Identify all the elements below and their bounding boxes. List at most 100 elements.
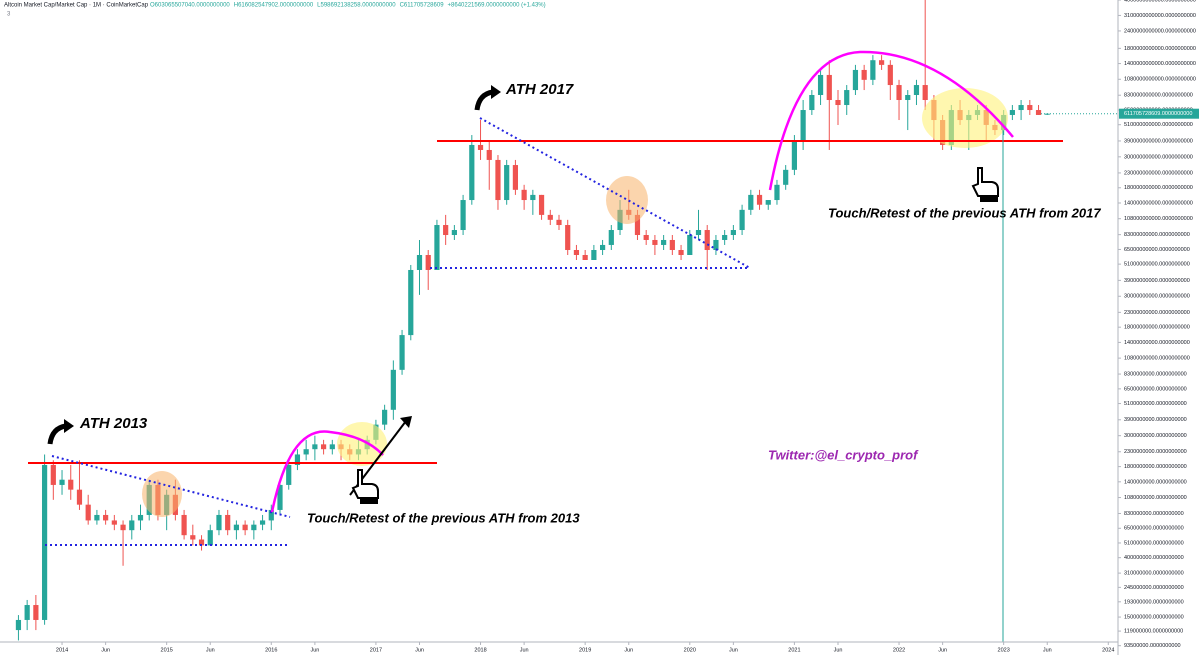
candle-body (783, 169, 789, 185)
candle-body (24, 605, 30, 620)
x-tick-label: 2021 (788, 647, 800, 653)
candle-body (129, 520, 135, 531)
y-tick-label: 6500000000.0000000000 (1124, 386, 1187, 392)
x-tick-label: 2024 (1102, 647, 1114, 653)
ohlc-value: C611705728609 (400, 3, 445, 9)
arrow-head (400, 416, 412, 428)
y-tick-label: 5100000000.0000000000 (1124, 401, 1187, 407)
annotation: ATH 2017 (505, 81, 574, 98)
y-tick-label: 93500000.0000000000 (1124, 643, 1181, 649)
candle-body (591, 250, 597, 261)
candle-body (852, 69, 859, 91)
candle-body (835, 100, 841, 106)
arrow-head (64, 419, 74, 433)
curved-arrow (474, 89, 494, 111)
candle-body (120, 524, 126, 531)
candle-body (33, 605, 39, 620)
y-tick-label: 510000000000.0000000000 (1124, 122, 1193, 128)
axes: 4000000000000.0000000000 3100000000000.00… (56, 0, 1199, 653)
x-tick-label: Jun (624, 647, 633, 653)
time-axis (0, 642, 1118, 655)
annotation: ATH 2013 (79, 415, 148, 432)
candle-body (68, 479, 74, 490)
y-tick-label: 180000000000.0000000000 (1124, 185, 1193, 191)
y-tick-label: 10800000000.0000000000 (1124, 356, 1190, 362)
x-tick-label: 2022 (893, 647, 905, 653)
candle-body (800, 110, 806, 141)
candle-body (443, 225, 449, 236)
candle-body (329, 444, 335, 450)
x-tick-label: Jun (834, 647, 843, 653)
y-tick-label: 1800000000000.0000000000 (1124, 46, 1196, 52)
y-tick-label: 3100000000000.0000000000 (1124, 13, 1196, 19)
candle-body (878, 60, 885, 65)
arc (270, 430, 384, 513)
candle-body (85, 504, 91, 521)
x-tick-label: Jun (938, 647, 947, 653)
y-tick-label: 4000000000000.0000000000 (1124, 0, 1196, 3)
annotation: Twitter:@el_crypto_prof (768, 447, 919, 462)
candle-body (259, 520, 266, 525)
candle-body (538, 194, 545, 215)
candle-body (565, 225, 571, 251)
candle-body (50, 464, 56, 485)
y-tick-label: 1080000000000.0000000000 (1124, 77, 1196, 83)
y-tick-label: 1080000000.0000000000 (1124, 495, 1187, 501)
candle-body (765, 200, 771, 205)
highlight-circle (142, 471, 182, 517)
candle-body (320, 444, 327, 450)
y-tick-label: 830000000000.0000000000 (1124, 93, 1193, 99)
x-tick-label: 2017 (370, 647, 382, 653)
x-tick-label: 2019 (579, 647, 591, 653)
candle-body (59, 479, 65, 485)
sub-label: 3 (7, 12, 11, 18)
candle-body (791, 140, 798, 170)
candle-body (774, 184, 780, 201)
last-price-tag (1119, 108, 1199, 119)
candle-body (495, 159, 501, 201)
x-tick-label: Jun (310, 647, 319, 653)
y-tick-label: 140000000000.0000000000 (1124, 200, 1193, 206)
candle-body (704, 230, 710, 251)
trend-line (51, 455, 291, 518)
candle-body (730, 230, 736, 236)
candle-body (190, 535, 196, 540)
trend-line (479, 117, 751, 269)
candle-body (103, 514, 109, 521)
candle-body (599, 244, 606, 251)
candle-body (530, 194, 536, 201)
candle-body (425, 255, 431, 270)
candle-body (887, 64, 893, 86)
candle-body (477, 144, 484, 150)
curved-arrow (47, 423, 67, 445)
candle-body (687, 235, 693, 256)
candle-body (382, 409, 388, 425)
candle-body (242, 524, 248, 531)
highlight-circle (922, 88, 1008, 148)
candle-body (817, 74, 824, 96)
y-tick-label: 30000000000.0000000000 (1124, 294, 1190, 300)
candle-body (15, 619, 22, 631)
y-tick-label: 108000000000.0000000000 (1124, 216, 1193, 222)
x-tick-label: Jun (520, 647, 529, 653)
x-tick-label: Jun (729, 647, 738, 653)
y-tick-label: 39000000000.0000000000 (1124, 278, 1190, 284)
x-tick-label: 2020 (684, 647, 696, 653)
candle-body (277, 484, 283, 510)
candle-body (748, 194, 754, 210)
candle-body (225, 514, 231, 531)
candle-body (486, 149, 492, 160)
arrow-head (491, 85, 501, 99)
candle-body (1018, 105, 1024, 111)
candle-body (251, 524, 257, 531)
candle-body (652, 239, 658, 245)
candle-body (504, 165, 510, 201)
candle-body (137, 514, 144, 521)
y-tick-label: 2300000000.0000000000 (1124, 449, 1187, 455)
candle-body (268, 509, 274, 521)
y-tick-label: 65000000000.0000000000 (1124, 247, 1190, 253)
y-tick-label: 2400000000000.0000000000 (1124, 28, 1196, 34)
candle-body (1035, 110, 1042, 115)
y-tick-label: 18000000000.0000000000 (1124, 325, 1190, 331)
